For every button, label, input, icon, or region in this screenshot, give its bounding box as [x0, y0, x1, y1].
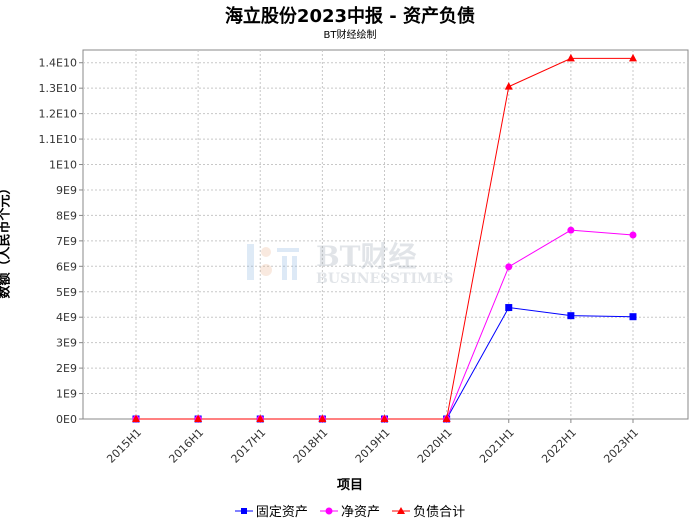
- x-tick-label: 2017H1: [229, 426, 269, 466]
- y-tick-label: 1E10: [49, 159, 77, 172]
- y-tick-label: 1.4E10: [39, 57, 77, 70]
- y-tick-label: 7E9: [56, 235, 77, 248]
- x-tick-label: 2022H1: [539, 426, 579, 466]
- y-tick-label: 5E9: [56, 286, 77, 299]
- y-tick-label: 1E9: [56, 388, 77, 401]
- legend-item-total-liabilities: 负债合计: [392, 501, 465, 520]
- x-tick-label: 2020H1: [415, 426, 455, 466]
- legend-label: 负债合计: [413, 505, 466, 520]
- data-point-triangle: [194, 414, 203, 422]
- x-tick-label: 2023H1: [601, 426, 641, 466]
- y-tick-label: 6E9: [56, 260, 77, 273]
- watermark-logo-dot: [261, 247, 271, 257]
- legend-item-net-assets: 净资产: [319, 501, 380, 520]
- plot-area: [82, 49, 689, 420]
- data-point-square: [629, 313, 637, 321]
- y-tick-label: 0E0: [56, 413, 77, 426]
- legend-item-fixed-assets: 固定资产: [234, 501, 308, 520]
- watermark: BT财经 BUSINESSTIMES: [247, 240, 453, 287]
- y-tick-label: 1.3E10: [39, 82, 77, 95]
- legend-label: 净资产: [340, 505, 380, 520]
- x-tick-label: 2015H1: [104, 426, 144, 466]
- data-point-square: [505, 304, 513, 312]
- data-point-circle: [567, 226, 575, 234]
- legend-label: 固定资产: [255, 505, 308, 520]
- watermark-logo-bar: [247, 244, 254, 280]
- data-point-circle: [505, 263, 513, 271]
- watermark-logo-bar: [277, 248, 299, 252]
- data-point-triangle: [380, 414, 389, 422]
- x-tick-label: 2018H1: [291, 426, 331, 466]
- x-axis-label: 项目: [336, 478, 363, 493]
- legend-circle-icon: [319, 507, 338, 514]
- legend-triangle-icon: [392, 506, 411, 514]
- y-tick-label: 4E9: [56, 311, 77, 324]
- watermark-logo-bar: [282, 256, 287, 280]
- watermark-sub: BUSINESSTIMES: [316, 271, 453, 287]
- data-point-triangle: [132, 414, 140, 422]
- chart-subtitle: BT财经绘制: [323, 30, 377, 41]
- chart-title: 海立股份2023中报 - 资产负债: [224, 6, 476, 27]
- data-point-triangle: [629, 53, 637, 62]
- data-point-square: [567, 312, 575, 320]
- data-point-circle: [629, 231, 637, 239]
- legend-square-icon: [234, 507, 253, 514]
- y-tick-label: 2E9: [56, 362, 77, 375]
- legend: 固定资产 净资产 负债合计: [0, 501, 700, 520]
- data-point-triangle: [256, 414, 265, 422]
- y-tick-label: 9E9: [56, 184, 77, 197]
- watermark-logo-dot: [260, 264, 272, 276]
- watermark-main: BT财经: [316, 240, 417, 273]
- data-point-triangle: [566, 53, 575, 62]
- x-tick-label: 2019H1: [353, 426, 393, 466]
- data-point-triangle: [318, 414, 327, 422]
- x-tick-label: 2016H1: [166, 426, 206, 466]
- y-tick-label: 3E9: [56, 337, 77, 350]
- data-point-triangle: [442, 414, 451, 422]
- y-tick-label: 8E9: [56, 209, 77, 222]
- data-point-triangle: [504, 82, 513, 90]
- y-tick-label: 1.2E10: [39, 108, 77, 121]
- y-tick-label: 1.1E10: [39, 133, 77, 146]
- watermark-logo-bar: [292, 256, 297, 280]
- x-tick-label: 2021H1: [477, 426, 517, 466]
